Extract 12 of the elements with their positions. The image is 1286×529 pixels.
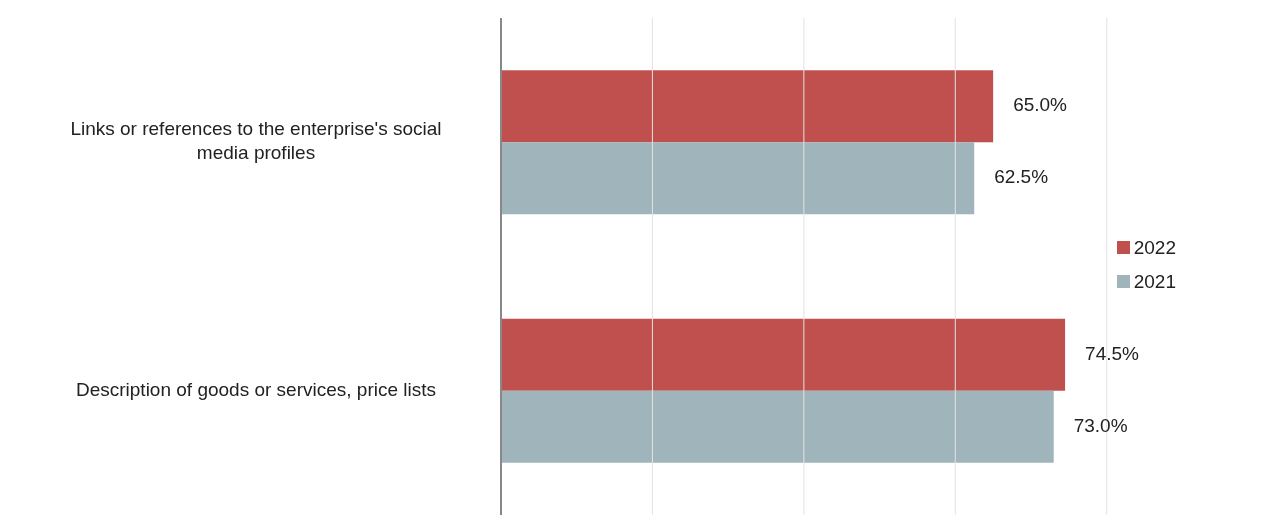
data-label: 62.5%	[994, 166, 1049, 188]
bar	[501, 318, 1066, 391]
data-label: 73.0%	[1073, 414, 1128, 436]
bar	[501, 390, 1054, 463]
y-tick-label: Description of goods or services, price lists	[75, 378, 437, 400]
data-label: 65.0%	[1013, 94, 1068, 116]
legend-label: 2021	[1133, 270, 1176, 293]
bar	[501, 142, 975, 215]
legend-label: 2022	[1133, 236, 1176, 259]
data-label: 74.5%	[1085, 342, 1140, 364]
y-tick-label: Links or references to the enterprise's social media profiles	[70, 118, 442, 164]
bar	[501, 70, 994, 143]
